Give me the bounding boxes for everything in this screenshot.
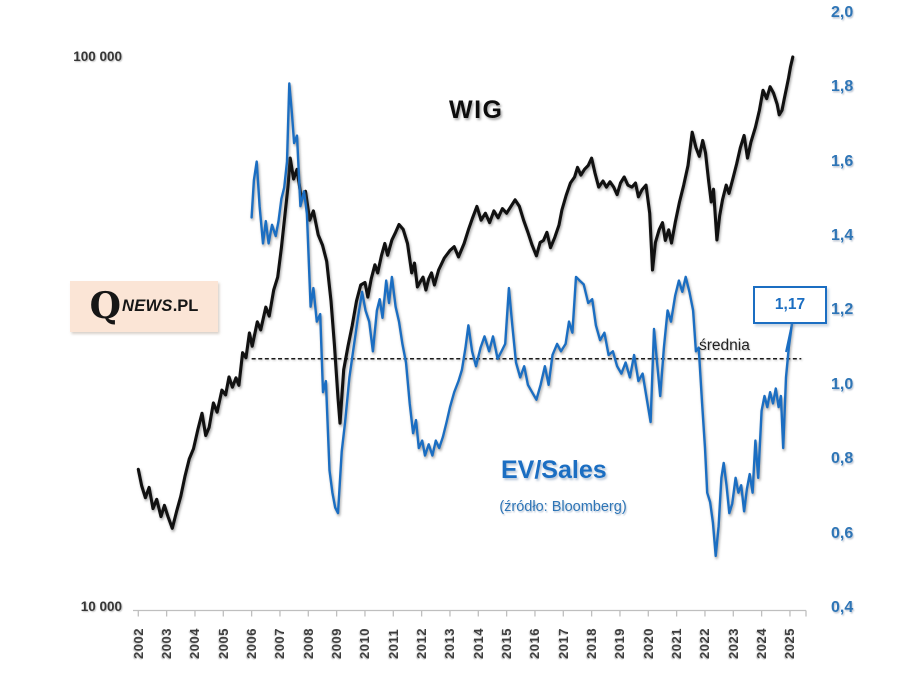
wig-line	[136, 55, 795, 530]
left-axis-min-label: 10 000	[80, 599, 122, 614]
right-axis-tick-label: 1,8	[831, 78, 854, 95]
logo-letter-q: Q	[89, 285, 121, 328]
right-axis-tick-label: 1,2	[831, 301, 854, 318]
logo-news-text: NEWS	[121, 297, 173, 315]
callout-leader-line	[785, 323, 793, 353]
x-axis-year-label: 2006	[244, 628, 259, 659]
x-axis-year-label: 2024	[754, 628, 769, 659]
x-axis-year-label: 2013	[442, 628, 457, 659]
x-axis-year-label: 2009	[329, 628, 344, 659]
last-value-text: 1,17	[774, 296, 806, 313]
x-axis-year-label: 2020	[641, 628, 656, 659]
right-axis-tick-label: 0,6	[831, 525, 854, 542]
x-axis-year-label: 2012	[414, 628, 429, 659]
last-value-callout: 1,17	[753, 286, 827, 324]
x-axis-year-label: 2007	[272, 628, 287, 659]
x-axis-year-label: 2017	[556, 628, 571, 659]
left-axis-max-label: 100 000	[73, 49, 122, 64]
x-axis-year-label: 2015	[499, 628, 514, 659]
x-axis-year-label: 2014	[471, 628, 486, 659]
source-note: (źródło: Bloomberg)	[499, 499, 627, 515]
logo-pl-text: .PL	[172, 297, 199, 315]
ev-sales-series-label: EV/Sales	[501, 456, 607, 484]
right-axis-tick-label: 1,4	[831, 227, 854, 244]
x-axis-year-label: 2018	[584, 628, 599, 659]
x-axis-year-label: 2004	[187, 628, 202, 659]
x-axis-year-label: 2002	[131, 628, 146, 659]
x-axis-year-label: 2003	[159, 628, 174, 659]
x-axis	[133, 609, 807, 617]
x-axis-year-label: 2016	[527, 628, 542, 659]
x-axis-year-label: 2025	[782, 628, 797, 659]
wig-series-label: WIG	[449, 96, 504, 124]
x-axis-year-label: 2011	[386, 628, 401, 659]
x-axis-year-label: 2008	[301, 628, 316, 659]
qnews-logo: Q NEWS .PL	[70, 281, 218, 332]
right-axis-tick-label: 0,8	[831, 450, 854, 467]
x-axis-year-label: 2022	[697, 628, 712, 659]
right-axis-tick-label: 1,0	[831, 376, 854, 393]
right-axis-tick-label: 0,4	[831, 599, 854, 616]
x-axis-year-label: 2023	[726, 628, 741, 659]
ev-sales-line	[250, 82, 794, 558]
x-axis-year-label: 2019	[612, 628, 627, 659]
x-axis-year-label: 2010	[357, 628, 372, 659]
average-line-label: średnia	[699, 337, 750, 354]
right-axis-tick-label: 2,0	[831, 4, 854, 21]
right-axis-tick-label: 1,6	[831, 153, 854, 170]
x-axis-year-label: 2005	[216, 628, 231, 659]
x-axis-year-label: 2021	[669, 628, 684, 659]
